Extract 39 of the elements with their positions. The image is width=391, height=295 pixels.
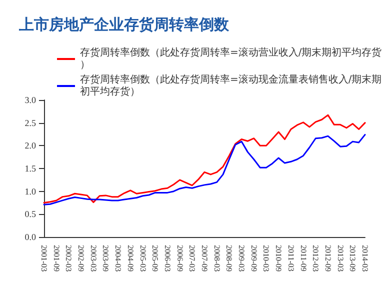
- x-tick-label: 2007-09: [200, 245, 209, 272]
- x-tick-label: 2004-09: [126, 245, 135, 272]
- x-tick-label: 2011-09: [298, 245, 308, 272]
- y-tick-label: 1.5: [24, 164, 36, 174]
- x-tick-label: 2001-09: [52, 245, 61, 272]
- x-tick-label: 2004-03: [114, 245, 123, 272]
- x-tick-label: 2006-03: [162, 245, 172, 272]
- x-tick-label: 2005-03: [138, 245, 148, 272]
- x-tick-label: 2013-09: [348, 245, 358, 272]
- x-tick-label: 2008-03: [212, 245, 222, 272]
- legend-label: 存货周转率倒数（此处存货周转率=滚动营业收入/期末期初平均存货）: [80, 46, 382, 70]
- y-tick-label: 1.0: [24, 186, 36, 196]
- x-tick-label: 2007-03: [188, 245, 197, 272]
- y-tick-label: 0.0: [24, 232, 36, 242]
- x-tick-label: 2011-03: [286, 245, 296, 272]
- x-tick-label: 2006-09: [175, 245, 184, 272]
- y-tick-label: 2.0: [24, 140, 36, 151]
- y-tick-label: 3.0: [24, 95, 36, 105]
- x-tick-label: 2003-09: [101, 245, 110, 272]
- x-tick-label: 2003-03: [88, 245, 98, 272]
- x-tick-label: 2009-09: [249, 245, 258, 272]
- x-tick-label: 2009-03: [237, 245, 246, 272]
- x-tick-label: 2010-09: [274, 245, 284, 272]
- x-tick-label: 2013-03: [336, 245, 345, 272]
- x-tick-label: 2002-03: [64, 245, 74, 272]
- x-tick-label: 2005-09: [150, 245, 160, 272]
- x-tick-label: 2012-03: [311, 245, 320, 272]
- legend-label: 存货周转率倒数（此处存货周转率=滚动现金流量表销售收入/期末期初平均存货）: [80, 74, 382, 98]
- x-tick-label: 2002-09: [76, 245, 86, 272]
- line-series: [43, 134, 366, 206]
- x-tick-label: 2012-09: [323, 245, 332, 272]
- y-tick-label: 0.5: [24, 209, 36, 220]
- x-tick-label: 2008-09: [224, 245, 234, 272]
- chart-title: 上市房地产企业存货周转率倒数: [18, 16, 230, 34]
- x-tick-label: 2010-03: [262, 245, 271, 272]
- y-tick-label: 2.5: [24, 118, 36, 128]
- x-tick-label: 2014-03: [360, 245, 370, 272]
- line-series: [43, 114, 366, 204]
- x-tick-label: 2001-03: [40, 245, 48, 272]
